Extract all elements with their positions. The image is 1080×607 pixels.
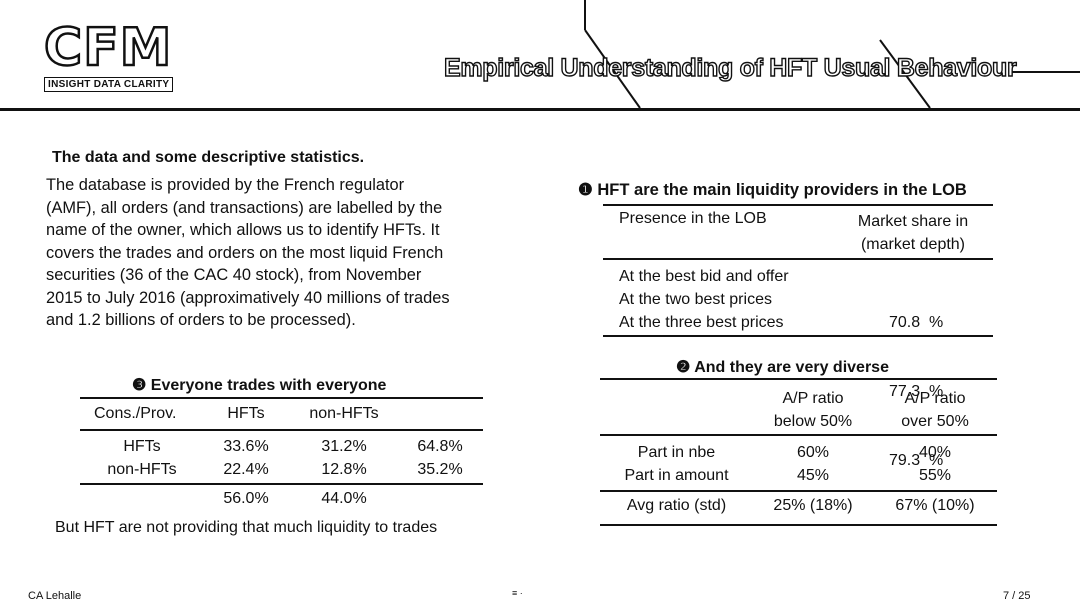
table3-row-label: HFTs (123, 438, 161, 455)
footer-page-number: 7 / 25 (1003, 590, 1031, 602)
table2-col2-header: A/P ratio below 50% (753, 387, 873, 433)
table2-body: Part in nbe Part in amount 60% 45% 40% 5… (600, 436, 997, 490)
logo-text: CFM (43, 18, 173, 78)
table3-cell: 31.2% (321, 438, 367, 455)
slide-title: Empirical Understanding of HFT Usual Beh… (443, 53, 1017, 82)
table1-row-value: 77.3 % (889, 383, 944, 400)
table2-row-label: Part in amount (624, 467, 729, 484)
table2-row-label: Part in nbe (637, 444, 716, 461)
table3-cell: 12.8% (321, 461, 367, 478)
table1-col2-header-line2: (market depth) (860, 236, 966, 253)
table1-col2-header-line1: Market share in (857, 213, 969, 230)
logo-tagline: INSIGHT DATA CLARITY (44, 77, 174, 92)
intro-line: and 1.2 billions of orders to be process… (46, 311, 356, 329)
header-divider (0, 108, 1080, 111)
table2-avg-b: 67% (10%) (895, 496, 975, 514)
table3-col3-values: 31.2% 12.8% (296, 435, 392, 481)
table1-row-label: At the best bid and offer (619, 268, 789, 285)
table3-col1-header: Cons./Prov. (94, 405, 177, 422)
table3-cell: 22.4% (223, 461, 269, 478)
table3-header-row: Cons./Prov. HFTs non-HFTs (80, 399, 483, 429)
table3-top-rule (80, 397, 483, 399)
table3-row-total: 35.2% (417, 461, 463, 478)
table3-row-label: non-HFTs (107, 461, 177, 478)
intro-line: The database is provided by the French r… (46, 176, 405, 194)
footer-author: CA Lehalle (28, 590, 82, 602)
table2-col3-header-line2: over 50% (901, 413, 969, 430)
table1-row-value: 70.8 % (889, 314, 944, 331)
table3-total-a: 56.0% (223, 489, 269, 507)
intro-line: covers the trades and orders on the most… (46, 243, 444, 262)
table3-total-b: 44.0% (321, 489, 367, 507)
header-decoration (584, 0, 1080, 109)
table2-avg-a: 25% (18%) (773, 496, 853, 514)
intro-line: name of the owner, which allows us to id… (46, 221, 440, 239)
table1-body: At the best bid and offer At the two bes… (603, 260, 993, 469)
table2-cell: 40% (918, 444, 952, 461)
table1-mid-rule (603, 258, 993, 260)
table2-heading: ❷ And they are very diverse (676, 359, 889, 376)
table2-col2-values: 60% 45% (753, 441, 873, 487)
intro-line: securities (36 of the CAC 40 stock), fro… (46, 266, 422, 284)
table2-avg-row: Avg ratio (std) 25% (18%) 67% (10%) (600, 492, 997, 524)
table2-col3-header-line1: A/P ratio (904, 390, 966, 407)
intro-line: (AMF), all orders (and transactions) are… (46, 198, 443, 217)
diversity-table: A/P ratio below 50% A/P ratio over 50% P… (600, 378, 997, 526)
cfm-logo: CFM INSIGHT DATA CLARITY (43, 18, 192, 102)
table3-totals-row: 56.0% 44.0% (80, 485, 483, 515)
table3-col2-header: HFTs (227, 405, 265, 422)
table3-col2-values: 33.6% 22.4% (204, 435, 288, 481)
table1-heading: ❶ HFT are the main liquidity providers i… (578, 181, 967, 199)
table2-col3-header: A/P ratio over 50% (875, 387, 995, 433)
table2-cell: 55% (918, 467, 952, 484)
table1-top-rule (603, 204, 993, 206)
table2-col3-values: 40% 55% (875, 441, 995, 487)
table1-row-label: At the three best prices (619, 314, 784, 331)
table3-col3-header: non-HFTs (309, 405, 379, 422)
table3-sep-rule (80, 483, 483, 485)
table3-body: HFTs non-HFTs 33.6% 22.4% 31.2% 12.8% 64… (80, 431, 483, 483)
table1-row-value: 79.3 % (889, 452, 944, 469)
table2-sep-rule (600, 490, 997, 492)
table1-header-row: Presence in the LOB Market share in (mar… (603, 206, 993, 258)
table2-cell: 60% (796, 444, 830, 461)
table2-bottom-rule (600, 523, 997, 526)
table2-avg-label: Avg ratio (std) (626, 496, 727, 514)
table2-col2-header-line1: A/P ratio (782, 390, 844, 407)
intro-line: 2015 to July 2016 (approximatively 40 mi… (46, 288, 450, 307)
table1-col2-header: Market share in (market depth) (833, 210, 993, 256)
table2-col2-header-line2: below 50% (773, 413, 853, 430)
table3-cell: 33.6% (223, 438, 269, 455)
table2-mid-rule (600, 434, 997, 436)
nav-symbols-icon[interactable]: ≡ · (512, 588, 523, 598)
table3-labels: HFTs non-HFTs (80, 435, 204, 481)
table2-header-row: A/P ratio below 50% A/P ratio over 50% (600, 380, 997, 434)
table1-labels: At the best bid and offer At the two bes… (619, 265, 789, 334)
table2-top-rule (600, 378, 997, 380)
table3-note: But HFT are not providing that much liqu… (55, 519, 438, 536)
table2-cell: 45% (796, 467, 830, 484)
table3-heading: ❸ Everyone trades with everyone (132, 377, 387, 394)
intro-paragraph: The database is provided by the French r… (46, 174, 526, 332)
table1-bottom-rule (603, 335, 993, 337)
table3-total-values: 64.8% 35.2% (398, 435, 482, 481)
trading-matrix-table: Cons./Prov. HFTs non-HFTs HFTs non-HFTs … (80, 397, 483, 515)
table2-labels: Part in nbe Part in amount (600, 441, 753, 487)
intro-heading: The data and some descriptive statistics… (52, 149, 365, 166)
liquidity-providers-table: Presence in the LOB Market share in (mar… (603, 204, 993, 469)
table1-col1-header: Presence in the LOB (619, 210, 767, 227)
table3-mid-rule (80, 429, 483, 431)
table1-values: 70.8 % 77.3 % 79.3 % (889, 265, 943, 518)
table1-row-label: At the two best prices (619, 291, 772, 308)
table3-row-total: 64.8% (417, 438, 463, 455)
